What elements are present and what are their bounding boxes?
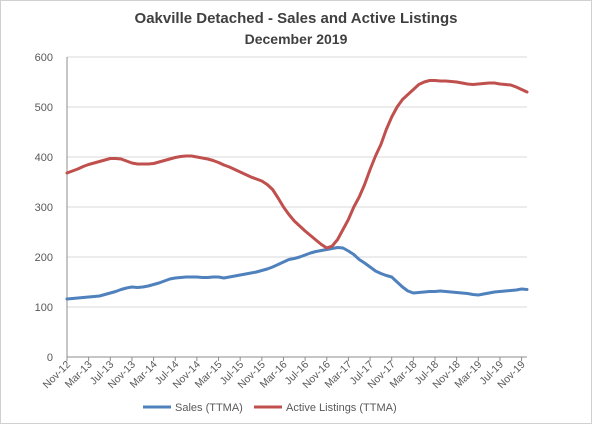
- y-tick-label: 100: [35, 302, 53, 314]
- chart-title: Oakville Detached - Sales and Active Lis…: [134, 10, 458, 27]
- y-tick-label: 500: [35, 102, 53, 114]
- y-tick-label: 600: [35, 52, 53, 64]
- legend-label-1: Active Listings (TTMA): [286, 402, 397, 414]
- y-tick-label: 0: [47, 352, 53, 364]
- series-line-0: [65, 246, 529, 301]
- y-tick-label: 400: [35, 152, 53, 164]
- y-tick-label: 300: [35, 202, 53, 214]
- y-tick-label: 200: [35, 252, 53, 264]
- legend-label-0: Sales (TTMA): [175, 402, 243, 414]
- series-line-1: [65, 79, 529, 250]
- chart-subtitle: December 2019: [244, 31, 348, 47]
